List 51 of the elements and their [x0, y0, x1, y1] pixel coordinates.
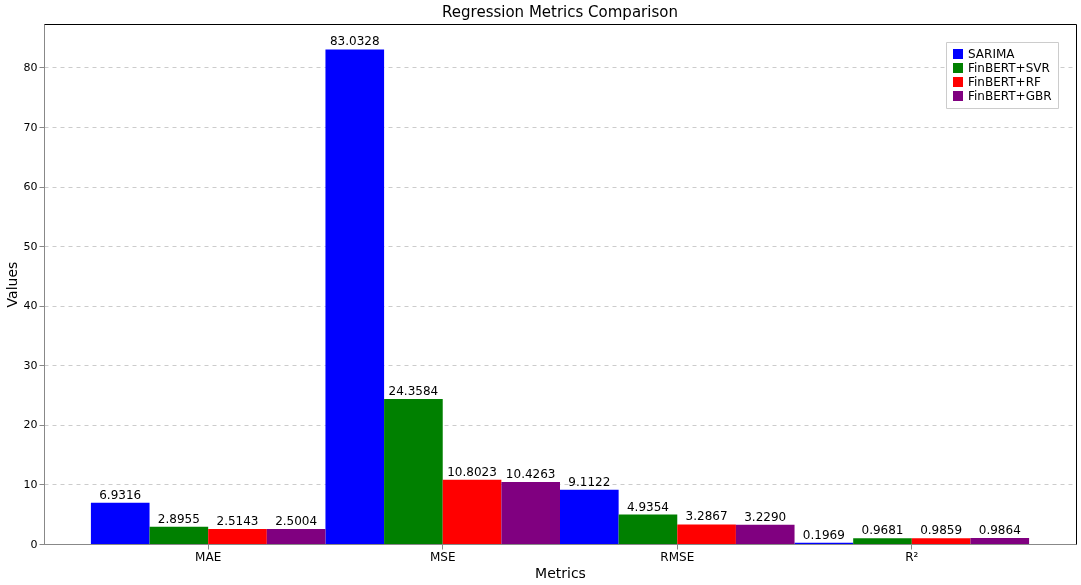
- y-tick-label: 30: [23, 358, 38, 372]
- legend-label: FinBERT+GBR: [968, 89, 1052, 103]
- legend-label: FinBERT+RF: [968, 75, 1041, 89]
- data-label: 0.9859: [920, 523, 963, 538]
- bar: [90, 502, 150, 544]
- legend-label: FinBERT+SVR: [968, 61, 1050, 75]
- data-label: 24.3584: [388, 383, 439, 398]
- y-tick-label: 0: [30, 537, 38, 551]
- x-tick-label: MSE: [429, 549, 456, 564]
- x-tick-label: R²: [905, 549, 919, 564]
- x-tick-label: MAE: [195, 549, 222, 564]
- bar: [325, 49, 385, 544]
- y-tick-label: 60: [23, 180, 38, 194]
- data-label: 3.2867: [685, 509, 728, 524]
- data-label: 9.1122: [568, 474, 611, 489]
- y-tick-label: 40: [23, 299, 38, 313]
- data-label: 4.9354: [626, 499, 669, 514]
- y-tick-label: 50: [23, 239, 38, 253]
- bar: [735, 524, 795, 544]
- data-label: 10.8023: [447, 464, 497, 479]
- y-axis-title: Values: [3, 261, 20, 308]
- bar: [618, 514, 678, 544]
- data-label: 0.9681: [861, 523, 904, 538]
- bar: [149, 526, 209, 544]
- x-tick-label: RMSE: [660, 549, 695, 564]
- data-label: 2.8955: [157, 511, 200, 526]
- data-label: 0.9864: [978, 523, 1021, 538]
- legend-label: SARIMA: [968, 47, 1016, 61]
- data-label: 2.5143: [216, 514, 259, 529]
- bar: [266, 529, 326, 544]
- data-label: 83.0328: [329, 34, 380, 49]
- bar: [384, 398, 443, 544]
- y-tick-label: 70: [23, 120, 38, 134]
- bar: [970, 538, 1030, 544]
- y-tick-label: 10: [23, 477, 38, 491]
- y-tick-label: 20: [23, 418, 38, 432]
- bar: [560, 489, 619, 544]
- bar: [208, 529, 267, 544]
- bar: [442, 479, 502, 544]
- chart-title: Regression Metrics Comparison: [442, 3, 678, 21]
- bar: [911, 538, 971, 544]
- data-label: 6.9316: [99, 487, 142, 502]
- data-label: 10.4263: [505, 466, 556, 481]
- bar: [853, 538, 912, 544]
- y-tick-label: 80: [23, 60, 38, 74]
- bar: [501, 481, 560, 544]
- data-label: 0.1969: [802, 527, 845, 542]
- data-label: 2.5004: [275, 514, 318, 529]
- data-label: 3.2290: [744, 509, 787, 524]
- bar: [677, 524, 736, 544]
- x-axis-title: Metrics: [535, 564, 586, 581]
